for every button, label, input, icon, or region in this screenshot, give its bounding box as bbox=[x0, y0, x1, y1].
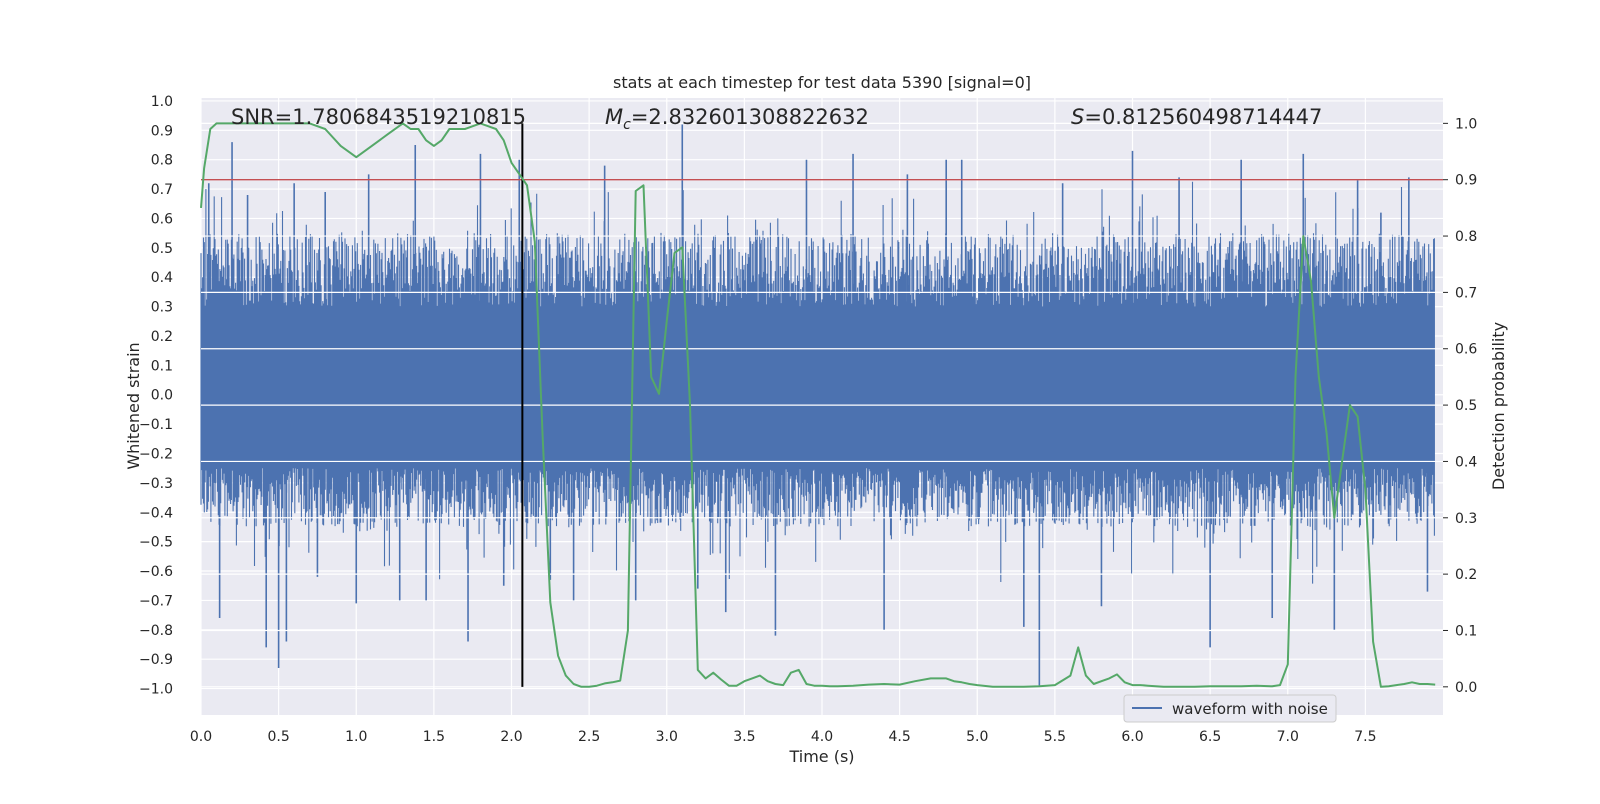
x-tick-label: 0.0 bbox=[190, 729, 212, 745]
y-tick-label: 1.0 bbox=[151, 94, 173, 110]
y2-tick-label: 0.4 bbox=[1455, 454, 1477, 470]
s-value: =0.812560498714447 bbox=[1084, 105, 1322, 129]
y2-tick-label: 0.8 bbox=[1455, 229, 1477, 245]
y2-tick-label: 0.3 bbox=[1455, 511, 1477, 527]
y-tick-label: −0.9 bbox=[139, 652, 173, 668]
y-tick-label: 0.4 bbox=[151, 270, 173, 286]
x-tick-label: 7.0 bbox=[1277, 729, 1299, 745]
reference-lines bbox=[201, 123, 1443, 687]
x-tick-label: 7.5 bbox=[1354, 729, 1376, 745]
axes-layer: 0.0 0.5 1.0 1.5 2.0 2.5 3.0 3.5 4.0 4.5 5.0 5.5 6.0 6… bbox=[139, 94, 1477, 745]
x-tick-label: 1.5 bbox=[423, 729, 445, 745]
y-tick-label: −0.2 bbox=[139, 447, 173, 463]
y-tick-label: −0.3 bbox=[139, 476, 173, 492]
x-tick-label: 6.5 bbox=[1199, 729, 1221, 745]
chirp-mass-symbol: M bbox=[605, 105, 623, 129]
y2-tick-label: 0.2 bbox=[1455, 567, 1477, 583]
x-tick-label: 5.0 bbox=[966, 729, 988, 745]
y2-tick-label: 0.1 bbox=[1455, 623, 1477, 639]
y-tick-label: 0.8 bbox=[151, 153, 173, 169]
y-tick-label: −0.6 bbox=[139, 564, 173, 580]
y-tick-label: 0.9 bbox=[151, 123, 173, 139]
x-tick-label: 0.5 bbox=[267, 729, 289, 745]
chirp-mass-subscript: c bbox=[623, 117, 631, 133]
y-tick-label: −0.8 bbox=[139, 623, 173, 639]
probability-series bbox=[200, 122, 1436, 688]
y-tick-label: −0.5 bbox=[139, 535, 173, 551]
y-tick-label: 0.6 bbox=[151, 211, 173, 227]
s-annotation: S=0.812560498714447 bbox=[1071, 105, 1322, 129]
chirp-mass-value: =2.832601308822632 bbox=[631, 105, 869, 129]
x-axis-label: Time (s) bbox=[788, 747, 854, 766]
x-tick-label: 1.0 bbox=[345, 729, 367, 745]
detection-probability-line bbox=[200, 122, 1436, 688]
y-tick-label: 0.2 bbox=[151, 329, 173, 345]
x-tick-label: 3.0 bbox=[656, 729, 678, 745]
y-tick-label: 0.7 bbox=[151, 182, 173, 198]
waveform-noise bbox=[200, 181, 1435, 584]
y2-tick-label: 0.0 bbox=[1455, 680, 1477, 696]
y-tick-label: −0.7 bbox=[139, 593, 173, 609]
legend: waveform with noise bbox=[1123, 694, 1337, 723]
y-tick-label: −0.4 bbox=[139, 505, 173, 521]
x-tick-label: 2.0 bbox=[500, 729, 522, 745]
y2-tick-label: 0.7 bbox=[1455, 285, 1477, 301]
y-tick-label: 0.1 bbox=[151, 358, 173, 374]
legend-label: waveform with noise bbox=[1172, 700, 1328, 718]
x-tick-label: 6.0 bbox=[1121, 729, 1143, 745]
y-tick-label: 0.5 bbox=[151, 241, 173, 257]
y2-tick-label: 0.9 bbox=[1455, 173, 1477, 189]
chirp-mass-annotation: Mc=2.832601308822632 bbox=[605, 105, 869, 133]
y-tick-label: −1.0 bbox=[139, 682, 173, 698]
y-tick-label: −0.1 bbox=[139, 417, 173, 433]
x-tick-label: 2.5 bbox=[578, 729, 600, 745]
x-tick-label: 4.0 bbox=[811, 729, 833, 745]
x-tick-label: 3.5 bbox=[733, 729, 755, 745]
chart-title: stats at each timestep for test data 539… bbox=[613, 73, 1031, 92]
y-tick-label: 0.0 bbox=[151, 388, 173, 404]
y-tick-label: 0.3 bbox=[151, 300, 173, 316]
y2-tick-label: 0.5 bbox=[1455, 398, 1477, 414]
y-axis-label: Whitened strain bbox=[124, 342, 143, 469]
x-tick-label: 5.5 bbox=[1044, 729, 1066, 745]
waveform-series bbox=[200, 124, 1435, 686]
y2-tick-label: 1.0 bbox=[1455, 116, 1477, 132]
y2-tick-label: 0.6 bbox=[1455, 342, 1477, 358]
s-symbol: S bbox=[1071, 105, 1084, 129]
snr-annotation: SNR=1.7806843519210815 bbox=[231, 105, 526, 129]
legend-box bbox=[1123, 694, 1337, 723]
x-tick-label: 4.5 bbox=[888, 729, 910, 745]
y2-axis-label: Detection probability bbox=[1489, 322, 1508, 490]
